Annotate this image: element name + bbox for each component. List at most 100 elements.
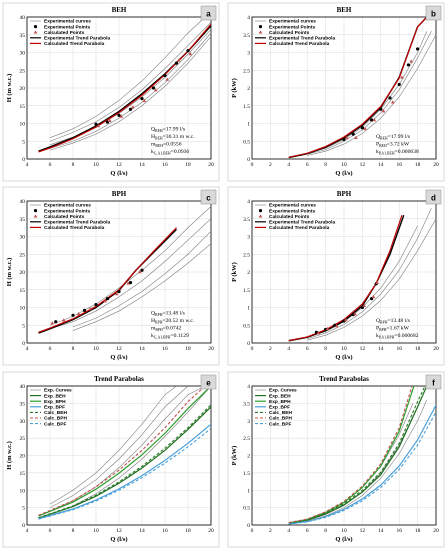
x-tick-label: 20	[208, 528, 214, 534]
annotation-value: =0.0742	[163, 326, 182, 332]
annotation-line: QBEH=17.99 l/s	[376, 134, 410, 141]
panel-badge-label: a	[206, 10, 211, 19]
x-tick-label: 8	[324, 528, 327, 534]
legend-swatch	[258, 209, 263, 213]
series-calc-beh-line	[288, 386, 426, 524]
point-calculated	[96, 123, 101, 128]
point-calculated	[371, 294, 376, 299]
point-calculated	[316, 331, 321, 335]
annotation-subscript: BPH	[155, 313, 163, 317]
legend-label: Experimental Points	[44, 24, 90, 30]
x-tick-label: 6	[49, 162, 52, 168]
point-experimental	[416, 47, 420, 51]
panel-frame	[227, 186, 445, 366]
plot-area	[251, 385, 437, 526]
y-tick-label: 4	[247, 199, 250, 205]
y-tick-label: 5	[22, 506, 25, 512]
series-calc-bph-line	[288, 386, 413, 524]
point-calculated	[126, 281, 130, 285]
annotation-subscript: BPH	[155, 321, 163, 325]
x-tick-label: 4	[26, 528, 29, 534]
annotation-value: =0.000638	[395, 149, 419, 155]
legend-label: Calculated Trend Parabola	[269, 225, 330, 231]
point-experimental	[406, 63, 410, 67]
x-tick-label: 14	[378, 528, 384, 534]
legend-label: Experimental Trend Parabola	[269, 36, 335, 42]
y-tick-label: 30	[20, 51, 26, 57]
legend: Exp. CurvesExp_BEHExp_BPHExp_BPFCalc_BEH…	[30, 388, 72, 427]
point-calculated	[344, 317, 348, 322]
x-tick-label: 8	[324, 346, 327, 352]
y-tick-label: 0.5	[243, 323, 250, 329]
point-calculated	[363, 126, 367, 131]
y-tick-label: 35	[20, 217, 26, 223]
panel-frame	[227, 371, 445, 548]
y-axis-label: P (kW)	[231, 446, 238, 466]
chart-title: BEH	[337, 6, 352, 14]
point-calculated	[108, 118, 112, 122]
x-tick-label: 18	[185, 162, 191, 168]
legend-label: Exp_BEH	[269, 393, 291, 399]
point-experimental	[379, 107, 383, 111]
x-tick-label: 6	[49, 346, 52, 352]
plot-series	[288, 207, 436, 342]
legend-swatch	[33, 214, 38, 218]
chart-title: Trend Parabolas	[319, 375, 369, 383]
panel-badge	[200, 189, 217, 205]
annotation-symbol: Q	[151, 311, 155, 317]
series-experimental-curves-line	[49, 17, 206, 138]
point-experimental	[94, 122, 98, 126]
panel-badge	[425, 5, 442, 21]
point-calculated	[154, 88, 158, 92]
point-calculated	[362, 303, 367, 308]
legend-label: Calculated Points	[44, 30, 85, 36]
annotation-symbol: P	[376, 326, 379, 332]
y-tick-label: 15	[20, 471, 26, 477]
point-experimental	[94, 303, 98, 307]
panel-badge-label: f	[432, 379, 435, 388]
panel-c: 4 6 8 10 12 14 16 18 20 0 5 10 15 20 25 30 35 40 BPH Q (l/s…	[2, 186, 220, 366]
x-tick-label: 10	[93, 162, 99, 168]
legend-label: Calc_BEH	[269, 410, 292, 416]
series-experimental-curves-line	[49, 22, 211, 142]
panel-badge-label: b	[431, 10, 436, 19]
x-tick-label: 18	[185, 528, 191, 534]
y-tick-label: 15	[20, 288, 26, 294]
y-tick-label: 4	[247, 15, 250, 21]
legend-label: Calculated Trend Parabola	[44, 41, 105, 47]
plot-area	[26, 16, 212, 160]
point-calculated	[142, 98, 147, 103]
y-tick-label: 2.5	[243, 68, 250, 74]
y-tick-label: 0	[22, 157, 25, 163]
point-calculated	[88, 306, 93, 311]
legend-label: Experimental Trend Parabola	[44, 36, 110, 42]
annotation-symbol: m	[151, 142, 156, 148]
panel-a: 4 6 8 10 12 14 16 18 20 0 5 10 15 20 25 30 35 40 BEH Q (l/s…	[2, 2, 220, 182]
legend-label: Experimental curves	[44, 19, 91, 25]
panel-frame	[2, 186, 220, 366]
x-tick-label: 4	[26, 162, 29, 168]
point-calculated	[334, 323, 339, 328]
annotation-value: =0.0556	[163, 142, 182, 148]
y-tick-label: 1	[247, 122, 250, 128]
legend-swatch	[33, 30, 38, 34]
x-tick-label: 4	[287, 528, 290, 534]
y-tick-label: 3.5	[243, 217, 250, 223]
legend-label: Experimental Trend Parabola	[269, 220, 335, 226]
legend-label: Calc_BPF	[44, 421, 66, 427]
legend-label: Exp_BPF	[44, 405, 65, 411]
x-tick-label: 0	[251, 346, 254, 352]
series-experimental-curves-line	[49, 206, 211, 326]
x-tick-label: 10	[341, 346, 347, 352]
annotation-value: =17.99 l/s	[388, 134, 410, 140]
y-tick-label: 3.5	[243, 33, 250, 39]
annotation-symbol: k	[151, 333, 154, 339]
annotation-line: kP,A1,BEH=0.000638	[376, 149, 419, 157]
annotation-symbol: H	[151, 134, 155, 140]
x-tick-label: 0	[251, 162, 254, 168]
annotation-line: mBEH=0.0556	[151, 142, 182, 149]
point-calculated	[76, 311, 81, 316]
annotation-subscript: BPH	[155, 328, 163, 332]
